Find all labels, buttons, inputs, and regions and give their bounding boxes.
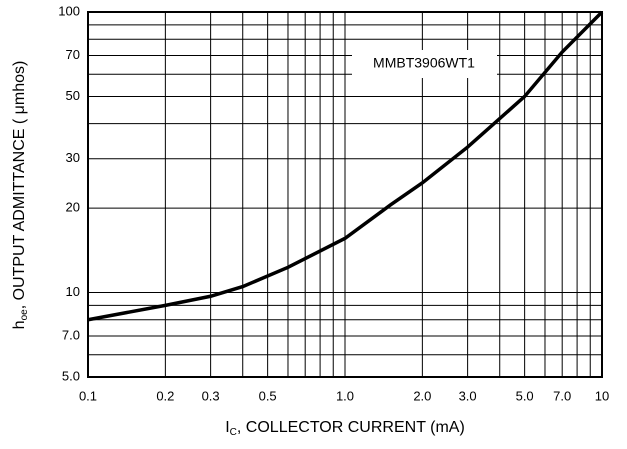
x-tick-label: 1.0	[336, 388, 354, 403]
y-tick-label: 20	[66, 200, 80, 215]
y-tick-label: 30	[66, 150, 80, 165]
x-axis-label: IC, COLLECTOR CURRENT (mA)	[225, 419, 465, 437]
y-tick-label: 100	[58, 3, 80, 18]
annotation: MMBT3906WT1	[373, 55, 475, 71]
y-tick-label: 5.0	[62, 368, 80, 383]
x-tick-label: 0.1	[79, 388, 97, 403]
y-tick-label: 50	[66, 88, 80, 103]
annotation-box	[352, 50, 497, 78]
x-tick-label: 0.2	[156, 388, 174, 403]
x-tick-label: 0.3	[202, 388, 220, 403]
x-tick-label: 3.0	[459, 388, 477, 403]
plot-frame	[87, 11, 603, 378]
curve	[87, 10, 604, 322]
y-tick-label: 70	[66, 47, 80, 62]
x-tick-label: 10	[595, 388, 609, 403]
y-tick-label: 7.0	[62, 327, 80, 342]
x-tick-label: 5.0	[516, 388, 534, 403]
y-axis-label: hoe, OUTPUT ADMITTANCE ( μmhos)	[11, 61, 29, 330]
x-tick-label: 2.0	[413, 388, 431, 403]
y-tick-label: 10	[66, 284, 80, 299]
x-tick-label: 7.0	[553, 388, 571, 403]
x-tick-label: 0.5	[259, 388, 277, 403]
